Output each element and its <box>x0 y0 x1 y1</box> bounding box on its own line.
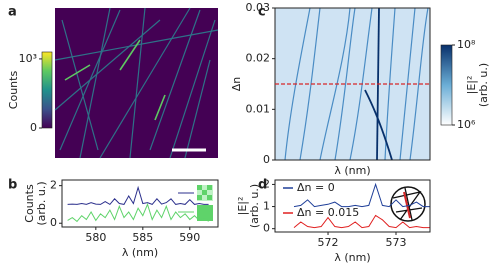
x-tick-label: 580 <box>85 231 106 244</box>
inset-diagram <box>390 186 426 222</box>
colorbar-tick-label: 0 <box>30 121 37 134</box>
y-tick-label: 0 <box>263 153 270 166</box>
panel-label: a <box>8 5 17 20</box>
series-line <box>67 185 209 206</box>
x-axis-label: λ (nm) <box>334 164 370 177</box>
y-axis-label: (arb. u.) <box>35 181 48 225</box>
series-line <box>293 182 430 208</box>
microscope-image <box>54 7 219 159</box>
series-line <box>293 214 430 229</box>
colorbar <box>440 44 453 126</box>
colorbar-label: (arb. u.) <box>477 63 490 107</box>
series-line <box>67 202 209 223</box>
y-tick-label: 0.03 <box>246 1 271 14</box>
legend-label: Δn = 0.015 <box>297 206 359 219</box>
colorbar-tick-label: 10⁸ <box>457 38 476 51</box>
y-tick-label: 0 <box>263 222 270 235</box>
y-axis-label: Counts <box>23 184 36 223</box>
y-tick-label: 1 <box>263 200 270 213</box>
y-axis-label: |E|² <box>236 197 249 216</box>
y-tick-label: 2 <box>50 179 57 192</box>
legend-icons <box>178 185 213 221</box>
y-axis-label: Δn <box>230 77 243 92</box>
x-tick-label: 572 <box>318 236 339 249</box>
legend-label: Δn = 0 <box>297 181 335 194</box>
colorbar-label: |E|² <box>465 76 478 95</box>
heatmap-image <box>275 8 430 160</box>
plot-frame <box>61 179 219 228</box>
plot-frame <box>274 179 431 233</box>
x-axis-label: λ (nm) <box>334 251 370 264</box>
y-tick-label: 0.01 <box>246 102 271 115</box>
colorbar-tick-label: 10³ <box>19 52 37 65</box>
x-axis-label: λ (nm) <box>122 246 158 259</box>
x-tick-label: 573 <box>386 236 407 249</box>
panel-label: c <box>258 5 266 20</box>
colorbar <box>41 51 53 129</box>
y-tick-label: 0.02 <box>246 52 271 65</box>
y-tick-label: 2 <box>263 177 270 190</box>
colorbar-label: Counts <box>7 71 20 110</box>
y-axis-label: (arb. u.) <box>248 184 261 228</box>
y-tick-label: 0 <box>50 216 57 229</box>
panel-label: d <box>258 178 267 193</box>
x-tick-label: 585 <box>132 231 153 244</box>
colorbar-tick-label: 10⁶ <box>457 118 476 131</box>
x-tick-label: 590 <box>179 231 200 244</box>
panel-label: b <box>8 178 17 193</box>
